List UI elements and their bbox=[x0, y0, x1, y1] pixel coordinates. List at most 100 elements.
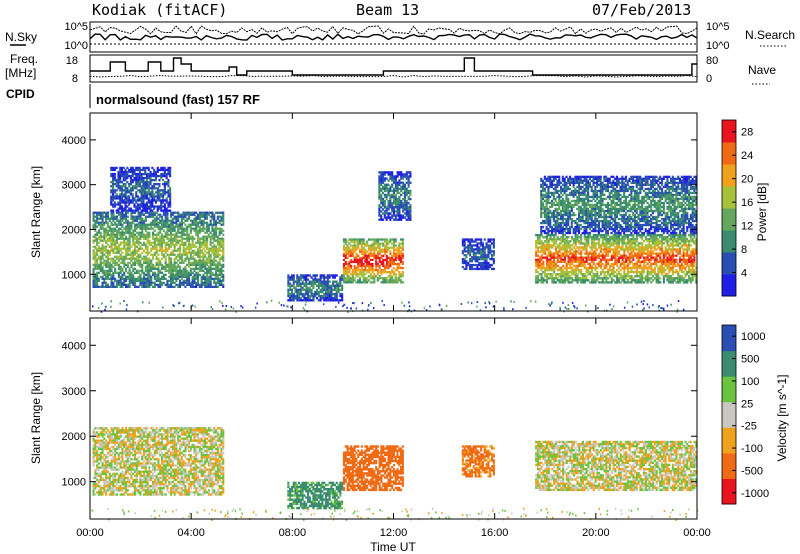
echo-cell-6 bbox=[567, 270, 570, 274]
echo-cell-1 bbox=[144, 191, 147, 194]
echo-cell-6 bbox=[590, 275, 593, 278]
echo-cell-6 bbox=[641, 234, 644, 237]
echo-cell-5 bbox=[476, 267, 479, 271]
freq-label-line1: Freq. bbox=[10, 52, 38, 66]
echo-cell-1 bbox=[151, 193, 154, 196]
echo-cell-6 bbox=[598, 275, 601, 278]
echo-cell-6 bbox=[556, 254, 559, 257]
echo-cell-6 bbox=[637, 252, 640, 255]
echo-cell-3 bbox=[400, 258, 403, 262]
echo-cell-3 bbox=[378, 275, 381, 278]
echo-cell-6 bbox=[639, 252, 642, 255]
echo-cell-0 bbox=[179, 273, 182, 276]
echo-cell-3 bbox=[367, 256, 370, 260]
echo-cell-0 bbox=[121, 213, 124, 216]
echo-cell-6 bbox=[630, 234, 633, 237]
echo-cell-6 bbox=[585, 258, 588, 261]
echo-cell-2 bbox=[292, 274, 295, 277]
echo-cell-5 bbox=[489, 263, 492, 267]
echo-cell-0 bbox=[177, 241, 180, 244]
echo-cell-0 bbox=[115, 281, 118, 284]
echo-cell-6 bbox=[590, 277, 593, 280]
echo-cell-0 bbox=[106, 215, 109, 218]
echo-cell-0 bbox=[204, 221, 207, 224]
echo-cell-0 bbox=[92, 225, 95, 228]
echo-cell-1 bbox=[124, 176, 127, 180]
echo-cell-2 bbox=[308, 280, 311, 283]
echo-cell-1 bbox=[158, 195, 161, 198]
freq-panel bbox=[89, 54, 698, 83]
echo-cell-6 bbox=[551, 279, 554, 282]
echo-cell-5 bbox=[480, 261, 483, 265]
echo-cell-6 bbox=[558, 238, 561, 241]
echo-cell-0 bbox=[94, 215, 97, 218]
echo-cell-1 bbox=[169, 170, 172, 174]
echo-cell-0 bbox=[202, 247, 205, 250]
echo-cell-0 bbox=[150, 263, 153, 266]
echo-cell-6 bbox=[637, 234, 640, 237]
echo-cell-0 bbox=[141, 277, 144, 280]
echo-cell-4 bbox=[394, 218, 397, 221]
echo-cell-6 bbox=[562, 273, 565, 276]
echo-cell-5 bbox=[470, 265, 473, 269]
echo-cell-2 bbox=[310, 299, 313, 302]
echo-cell-0 bbox=[132, 229, 135, 232]
echo-cell-1 bbox=[128, 197, 131, 200]
cpid-label: CPID bbox=[6, 87, 35, 101]
echo-cell-0 bbox=[166, 253, 169, 256]
echo-cell-3 bbox=[380, 262, 383, 266]
echo-cell-0 bbox=[108, 277, 111, 280]
echo-cell-3 bbox=[373, 244, 376, 247]
echo-cell-0 bbox=[195, 273, 198, 276]
echo-cell-1 bbox=[167, 193, 170, 196]
echo-cell-6 bbox=[545, 240, 548, 243]
echo-cell-0 bbox=[155, 277, 158, 280]
echo-cell-6 bbox=[567, 246, 570, 249]
echo-cell-5 bbox=[465, 263, 468, 267]
echo-cell-2 bbox=[296, 282, 299, 285]
echo-cell-0 bbox=[213, 249, 216, 252]
echo-cell-0 bbox=[209, 265, 212, 268]
echo-cell-0 bbox=[188, 251, 191, 254]
echo-cell-0 bbox=[153, 271, 156, 274]
echo-cell-0 bbox=[173, 215, 176, 218]
echo-cell-0 bbox=[211, 213, 214, 216]
echo-cell-3 bbox=[360, 248, 363, 251]
echo-cell-0 bbox=[96, 211, 99, 214]
echo-cell-0 bbox=[170, 267, 173, 270]
echo-cell-1 bbox=[110, 172, 113, 176]
echo-cell-0 bbox=[179, 251, 182, 254]
echo-cell-2 bbox=[323, 276, 326, 279]
echo-cell-6 bbox=[635, 236, 638, 239]
echo-cell-0 bbox=[209, 259, 212, 262]
echo-cell-0 bbox=[206, 251, 209, 254]
echo-cell-6 bbox=[551, 262, 554, 266]
echo-cell-5 bbox=[472, 267, 475, 271]
echo-cell-6 bbox=[576, 281, 579, 284]
echo-cell-0 bbox=[200, 227, 203, 230]
echo-cell-0 bbox=[130, 225, 133, 228]
echo-cell-1 bbox=[145, 201, 148, 204]
echo-cell-0 bbox=[204, 271, 207, 274]
echo-cell-6 bbox=[614, 242, 617, 245]
echo-cell-5 bbox=[489, 265, 492, 269]
echo-cell-0 bbox=[177, 211, 180, 214]
echo-cell-3 bbox=[384, 240, 387, 243]
echo-cell-0 bbox=[94, 277, 97, 280]
echo-cell-3 bbox=[342, 271, 345, 274]
echo-cell-0 bbox=[216, 235, 219, 238]
echo-cell-1 bbox=[158, 168, 161, 172]
echo-cell-2 bbox=[298, 290, 301, 294]
echo-cell-3 bbox=[396, 262, 399, 266]
echo-cell-4 bbox=[385, 208, 388, 211]
echo-cell-4 bbox=[409, 214, 412, 217]
echo-cell-0 bbox=[184, 211, 187, 214]
echo-cell-2 bbox=[319, 282, 322, 285]
echo-cell-2 bbox=[290, 276, 293, 279]
echo-cell-0 bbox=[191, 243, 194, 246]
echo-cell-3 bbox=[369, 246, 372, 249]
echo-cell-6 bbox=[644, 264, 647, 268]
echo-cell-4 bbox=[405, 214, 408, 217]
echo-cell-1 bbox=[133, 179, 136, 182]
echo-cell-3 bbox=[366, 281, 369, 284]
